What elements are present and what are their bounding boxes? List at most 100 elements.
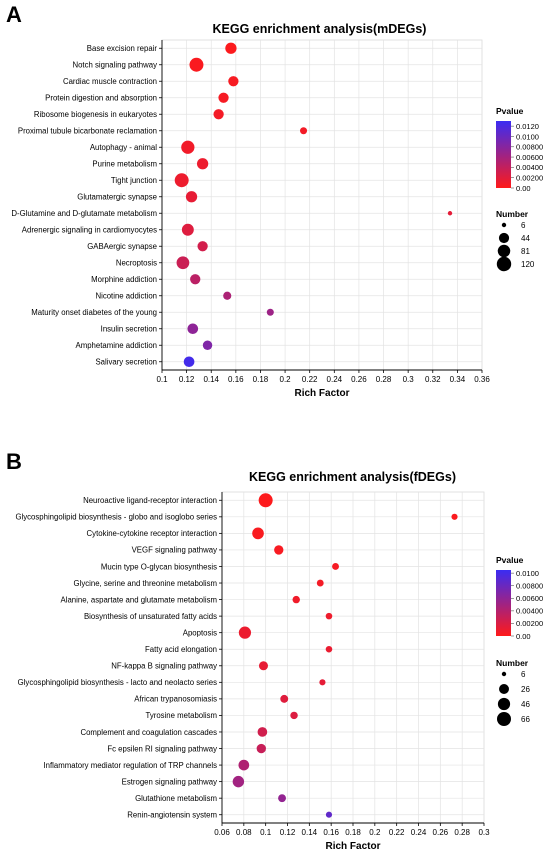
data-point bbox=[197, 241, 208, 252]
color-tick-label: 0.0120 bbox=[516, 122, 539, 131]
x-tick-label: 0.16 bbox=[228, 375, 244, 384]
y-tick-label: Glutathione metabolism bbox=[135, 794, 217, 803]
x-tick-label: 0.1 bbox=[156, 375, 168, 384]
x-tick-label: 0.34 bbox=[450, 375, 466, 384]
data-point bbox=[183, 356, 195, 368]
y-tick-label: Neuroactive ligand-receptor interaction bbox=[83, 496, 217, 505]
data-point bbox=[238, 759, 250, 771]
y-tick-label: D-Glutamine and D-glutamate metabolism bbox=[11, 209, 157, 218]
x-tick-label: 0.26 bbox=[351, 375, 367, 384]
x-tick-label: 0.1 bbox=[260, 828, 272, 837]
data-point bbox=[176, 256, 190, 270]
y-tick-label: Necroptosis bbox=[116, 259, 157, 268]
y-tick-label: Maturity onset diabetes of the young bbox=[31, 308, 157, 317]
data-point bbox=[223, 291, 232, 300]
color-legend-title: Pvalue bbox=[496, 555, 524, 565]
data-point bbox=[213, 109, 224, 120]
size-legend-title: Number bbox=[496, 209, 529, 219]
x-tick-label: 0.2 bbox=[280, 375, 292, 384]
color-tick-label: 0.00 bbox=[516, 632, 531, 641]
x-tick-label: 0.22 bbox=[389, 828, 405, 837]
color-tick-label: 0.00400 bbox=[516, 607, 543, 616]
size-legend-label: 44 bbox=[521, 234, 530, 243]
y-tick-label: Glycosphingolipid biosynthesis - globo a… bbox=[15, 513, 217, 522]
chart-a-svg: 0.1 0.12 0.14 0.16 0.18 0.2 0.22 0.24 0.26 0.28 0.… bbox=[11, 39, 543, 399]
data-point bbox=[280, 694, 289, 703]
data-point bbox=[190, 274, 201, 285]
y-tick-label: Insulin secretion bbox=[101, 325, 157, 334]
data-point bbox=[196, 158, 209, 170]
y-tick-label: Apoptosis bbox=[183, 628, 217, 637]
size-legend-label: 6 bbox=[521, 221, 526, 230]
y-tick-label: Fatty acid elongation bbox=[145, 645, 217, 654]
y-tick-label: Proximal tubule bicarbonate reclamation bbox=[18, 127, 157, 136]
y-tick-label: Purine metabolism bbox=[92, 160, 157, 169]
x-tick-label: 0.28 bbox=[454, 828, 470, 837]
panel-b: B KEGG enrichment analysis(fDEGs) 0.06 0.… bbox=[0, 447, 550, 854]
y-tick-label: Complement and coagulation cascades bbox=[80, 728, 217, 737]
chart-b-svg: 0.06 0.08 0.1 0.12 0.14 0.16 0.18 0.2 0.22 0.24 0.… bbox=[15, 491, 543, 852]
y-tick-label: Nicotine addiction bbox=[95, 292, 157, 301]
data-point bbox=[174, 173, 189, 188]
data-point bbox=[252, 527, 264, 540]
data-point bbox=[325, 645, 333, 653]
y-tick-label: Cardiac muscle contraction bbox=[63, 77, 157, 86]
y-tick-label: VEGF signaling pathway bbox=[132, 546, 217, 555]
y-tick-label: Estrogen signaling pathway bbox=[122, 777, 217, 786]
data-point bbox=[325, 811, 333, 818]
color-tick-label: 0.00600 bbox=[516, 594, 543, 603]
data-point bbox=[185, 191, 198, 203]
data-point bbox=[181, 223, 194, 236]
color-tick-label: 0.00 bbox=[516, 184, 531, 193]
color-tick-label: 0.00800 bbox=[516, 143, 543, 152]
y-tick-label: Fc epsilen RI signaling pathway bbox=[107, 744, 217, 753]
data-point bbox=[451, 513, 458, 520]
data-point bbox=[319, 679, 326, 686]
data-point bbox=[266, 308, 274, 316]
y-tick-label: Base excision repair bbox=[87, 44, 158, 53]
x-tick-label: 0.18 bbox=[253, 375, 269, 384]
data-point bbox=[181, 140, 195, 154]
y-tick-label: Adrenergic signaling in cardiomyocytes bbox=[22, 226, 157, 235]
y-tick-label: Salivary secretion bbox=[95, 358, 157, 367]
color-bar bbox=[496, 121, 511, 188]
panel-label: A bbox=[6, 2, 22, 27]
y-tick-label: Inflammatory mediator regulation of TRP … bbox=[44, 761, 218, 770]
size-legend-dot bbox=[501, 671, 507, 677]
size-legend-label: 81 bbox=[521, 247, 530, 256]
size-legend-dot bbox=[499, 684, 509, 694]
x-tick-label: 0.24 bbox=[327, 375, 343, 384]
size-legend-label: 26 bbox=[521, 685, 530, 694]
data-point bbox=[238, 626, 252, 639]
chart-title: KEGG enrichment analysis(fDEGs) bbox=[248, 470, 456, 484]
size-legend-dot bbox=[498, 232, 510, 244]
x-tick-label: 0.12 bbox=[280, 828, 296, 837]
x-tick-label: 0.3 bbox=[478, 828, 490, 837]
color-tick-label: 0.00200 bbox=[516, 619, 543, 628]
y-tick-label: Glycosphingolipid biosynthesis - lacto a… bbox=[18, 678, 217, 687]
data-point bbox=[258, 661, 269, 671]
y-tick-label: African trypanosomiasis bbox=[134, 695, 217, 704]
y-tick-label: Renin-angiotensin system bbox=[127, 811, 217, 820]
y-tick-label: Protein digestion and absorption bbox=[45, 94, 157, 103]
data-point bbox=[225, 42, 237, 54]
y-tick-label: Morphine addiction bbox=[91, 275, 157, 284]
x-tick-label: 0.14 bbox=[203, 375, 219, 384]
color-tick-label: 0.00600 bbox=[516, 153, 543, 162]
x-tick-label: 0.36 bbox=[474, 375, 490, 384]
color-tick-label: 0.00800 bbox=[516, 582, 543, 591]
x-axis-label: Rich Factor bbox=[294, 388, 349, 399]
y-tick-label: Notch signaling pathway bbox=[72, 61, 157, 70]
data-point bbox=[189, 57, 204, 72]
x-tick-label: 0.28 bbox=[376, 375, 392, 384]
color-tick-label: 0.0100 bbox=[516, 569, 539, 578]
data-point bbox=[228, 76, 239, 87]
y-tick-label: NF-kappa B signaling pathway bbox=[111, 662, 217, 671]
data-point bbox=[290, 711, 298, 720]
data-point bbox=[325, 612, 333, 620]
y-tick-label: Tyrosine metabolism bbox=[146, 711, 218, 720]
chart-title: KEGG enrichment analysis(mDEGs) bbox=[212, 22, 427, 36]
data-point bbox=[202, 340, 213, 350]
x-tick-label: 0.14 bbox=[302, 828, 318, 837]
size-legend-dot bbox=[496, 256, 512, 272]
